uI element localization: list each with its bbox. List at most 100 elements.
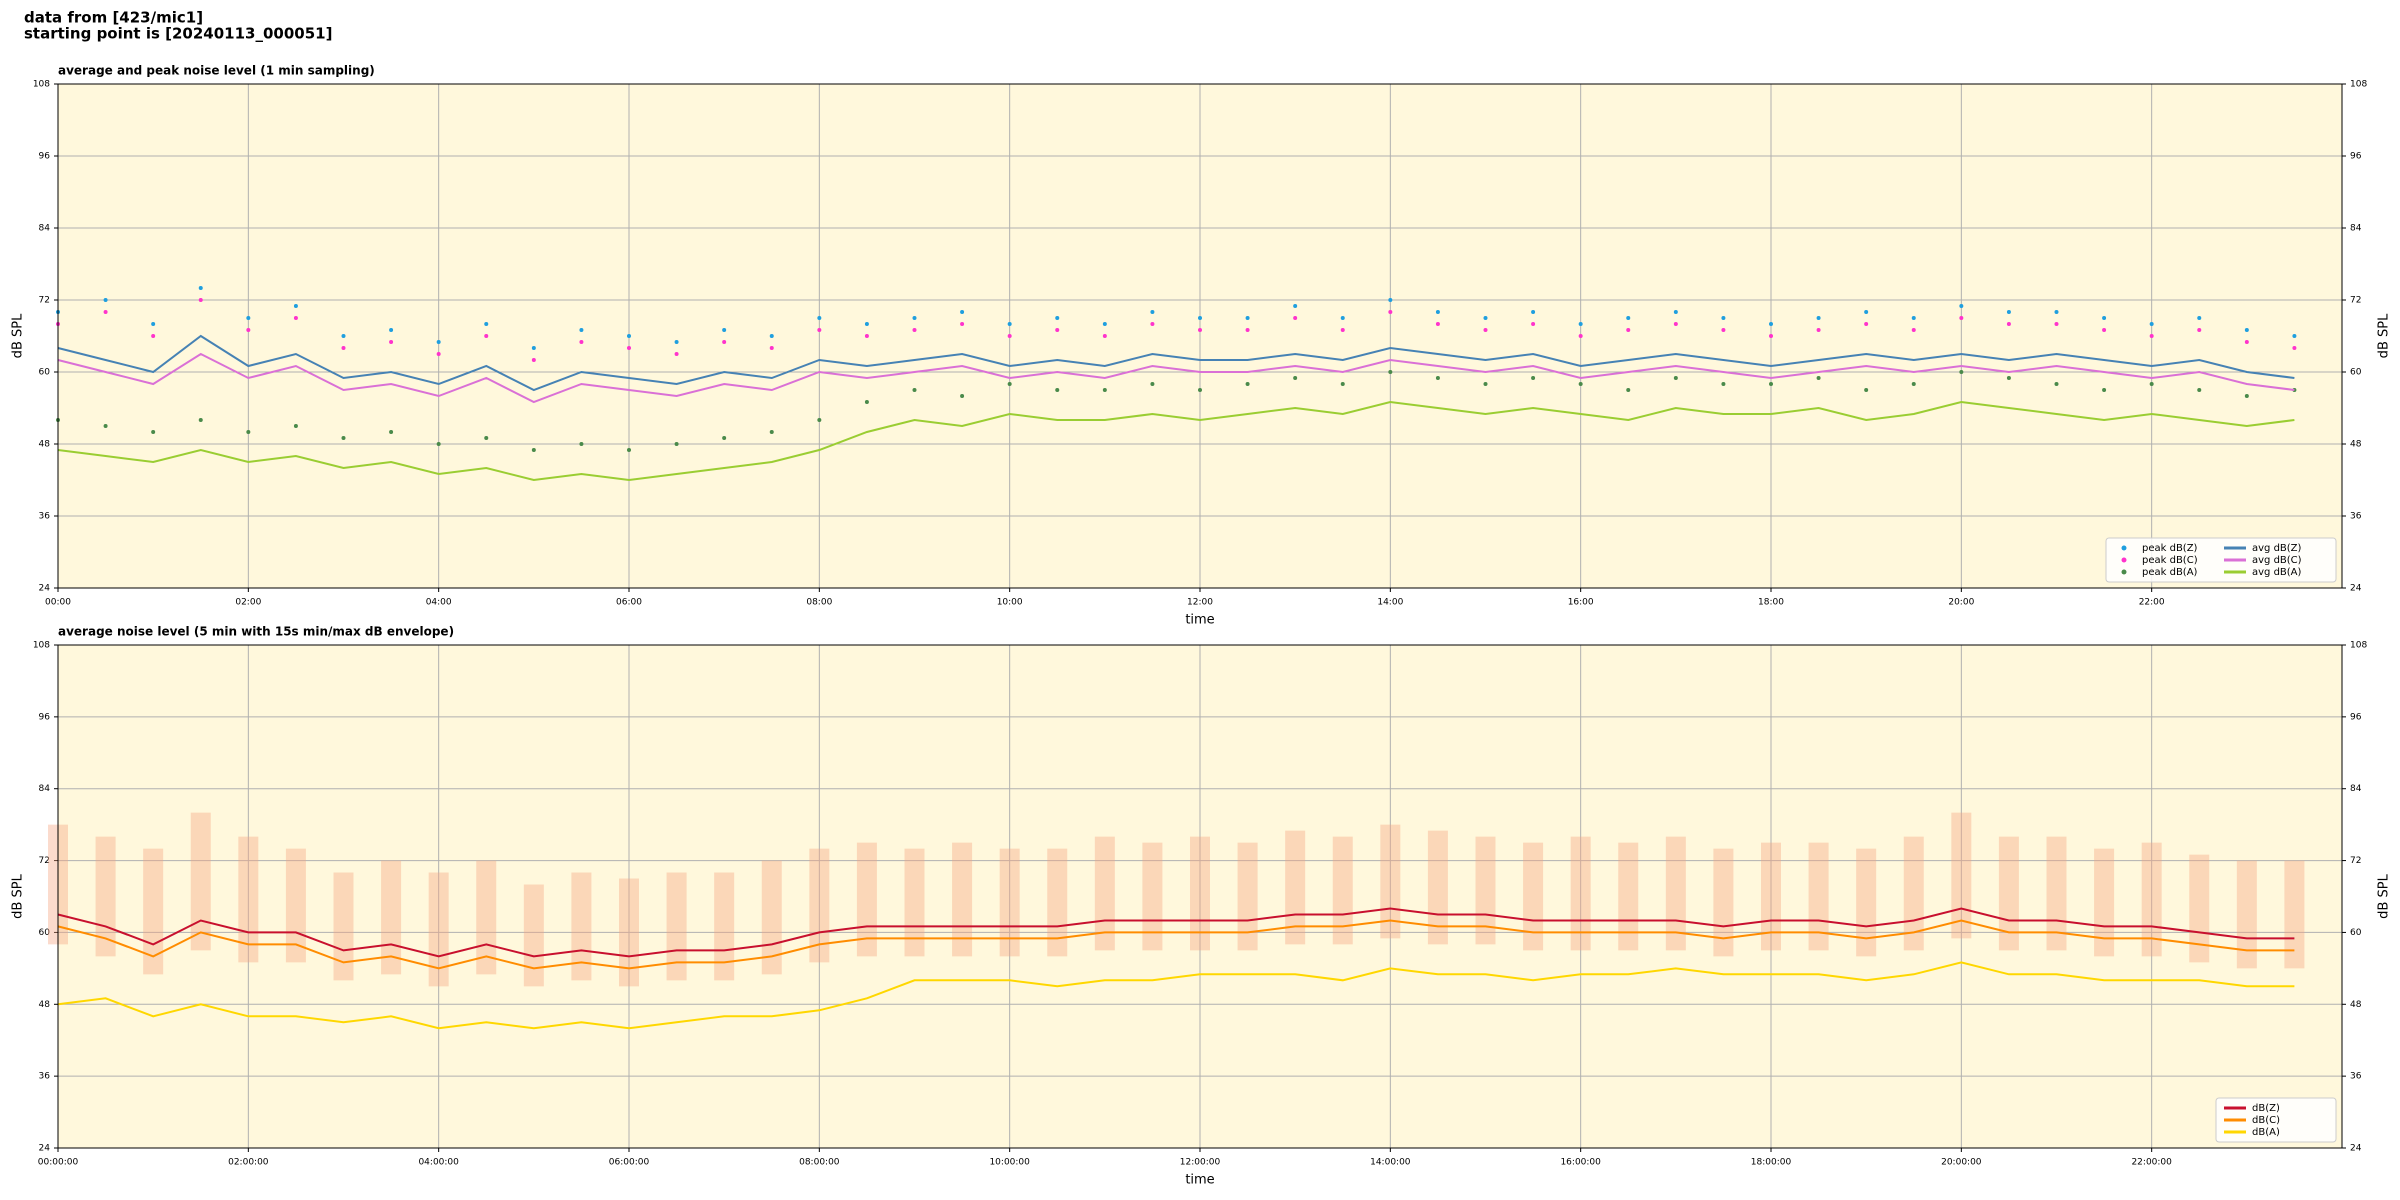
y2-tick-label: 24 — [2350, 584, 2362, 594]
x-tick-label: 18:00 — [1758, 598, 1784, 608]
y2-tick-label: 60 — [2350, 368, 2362, 378]
peak-point — [151, 322, 156, 326]
peak-point — [1007, 322, 1012, 326]
legend-marker — [2121, 569, 2127, 575]
peak-point — [864, 400, 869, 404]
peak-point — [389, 430, 394, 434]
peak-point — [1578, 334, 1583, 338]
legend-box — [2105, 537, 2337, 583]
peak-point — [912, 316, 917, 320]
peak-point — [817, 316, 822, 320]
x-axis-label: time — [1185, 613, 1214, 628]
peak-point — [864, 322, 869, 326]
peak-point — [484, 322, 489, 326]
peak-point — [1816, 316, 1821, 320]
peak-point — [1150, 382, 1155, 386]
peak-point — [1769, 322, 1773, 326]
legend-marker — [2121, 545, 2127, 551]
peak-point — [2244, 328, 2249, 332]
peak-point — [531, 358, 536, 362]
peak-point — [2244, 340, 2249, 344]
peak-point — [103, 310, 108, 314]
x-tick-label: 08:00:00 — [799, 1158, 840, 1168]
peak-point — [484, 334, 489, 338]
peak-point — [722, 340, 727, 344]
peak-point — [1816, 328, 1821, 332]
peak-point — [2149, 334, 2154, 338]
y-tick-label: 96 — [39, 152, 51, 162]
x-tick-label: 06:00 — [616, 598, 642, 608]
peak-point — [2006, 310, 2011, 314]
peak-point — [293, 304, 298, 308]
peak-point — [1150, 322, 1155, 326]
peak-point — [151, 430, 156, 434]
peak-point — [103, 424, 108, 428]
y-axis-label: dB SPL — [11, 313, 26, 358]
peak-point — [2197, 388, 2202, 392]
peak-point — [1007, 334, 1012, 338]
y2-tick-label: 96 — [2350, 152, 2362, 162]
y2-tick-label: 36 — [2350, 1072, 2362, 1082]
peak-point — [769, 430, 774, 434]
peak-point — [2197, 316, 2202, 320]
peak-point — [1245, 382, 1250, 386]
peak-point — [531, 346, 536, 350]
x-axis-label: time — [1185, 1173, 1214, 1188]
peak-point — [1578, 322, 1583, 326]
peak-point — [198, 298, 203, 302]
peak-point — [1626, 388, 1631, 392]
peak-point — [2244, 394, 2249, 398]
series-line — [57, 961, 2295, 1030]
peak-point — [1435, 310, 1440, 314]
peak-point — [1626, 328, 1631, 332]
peak-point — [1198, 328, 1202, 332]
peak-point — [484, 436, 489, 440]
peak-point — [579, 328, 584, 332]
peak-point — [674, 340, 679, 344]
legend-label: dB(A) — [2252, 1127, 2280, 1138]
peak-point — [1673, 322, 1678, 326]
peak-point — [2149, 322, 2154, 326]
peak-point — [1959, 304, 1964, 308]
header-source: data from [423/mic1] — [24, 9, 203, 27]
y2-tick-label: 108 — [2350, 641, 2367, 651]
peak-point — [579, 340, 584, 344]
peak-point — [1340, 328, 1345, 332]
peak-point — [1388, 370, 1393, 374]
y-tick-label: 60 — [39, 368, 51, 378]
peak-point — [817, 418, 822, 422]
series-line — [57, 907, 2295, 958]
peak-point — [1007, 382, 1012, 386]
peak-point — [2054, 322, 2059, 326]
peak-point — [960, 322, 965, 326]
plot-frame — [57, 83, 2343, 589]
peak-point — [674, 352, 679, 356]
peak-point — [2292, 334, 2297, 338]
peak-point — [246, 316, 251, 320]
peak-point — [674, 442, 679, 446]
peak-point — [1626, 316, 1631, 320]
peak-point — [1721, 328, 1726, 332]
peak-point — [2054, 310, 2059, 314]
peak-point — [198, 286, 203, 290]
peak-point — [722, 328, 727, 332]
y2-tick-label: 24 — [2350, 1144, 2362, 1154]
peak-point — [864, 334, 869, 338]
peak-point — [1769, 382, 1773, 386]
y-tick-label: 60 — [39, 928, 51, 938]
legend-label: dB(Z) — [2252, 1103, 2280, 1114]
y2-tick-label: 108 — [2350, 80, 2367, 90]
peak-point — [1483, 316, 1488, 320]
peak-point — [1198, 388, 1202, 392]
x-tick-label: 22:00 — [2139, 598, 2165, 608]
peak-point — [246, 430, 251, 434]
peak-point — [2102, 388, 2107, 392]
y2-tick-label: 48 — [2350, 1000, 2362, 1010]
y2-tick-label: 36 — [2350, 512, 2362, 522]
y2-tick-label: 84 — [2350, 224, 2362, 234]
y2-axis-label: dB SPL — [2377, 873, 2392, 918]
x-tick-label: 02:00:00 — [228, 1158, 269, 1168]
peak-point — [1864, 388, 1869, 392]
peak-point — [103, 298, 108, 302]
y-tick-label: 24 — [39, 584, 51, 594]
